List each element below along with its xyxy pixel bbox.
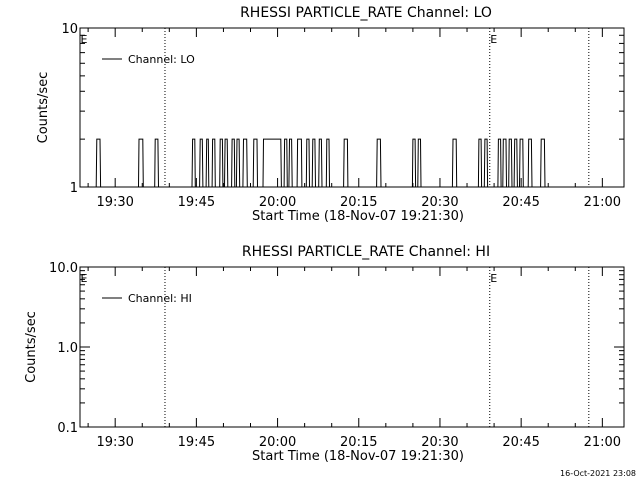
x-tick-label: 19:30 [96,195,133,210]
legend-entry: Channel: HI [128,292,192,305]
y-axis-label: Counts/sec [36,72,51,144]
legend-entry: Channel: LO [128,53,195,66]
x-tick-label: 19:45 [178,195,215,210]
footer-timestamp: 16-Oct-2021 23:08 [560,469,636,478]
x-tick-label: 20:15 [340,435,377,450]
legend: Channel: LO [102,53,195,66]
y-tick-label: 1.0 [57,341,78,356]
x-tick-label: 20:00 [259,195,296,210]
chart-panel-1: RHESSI PARTICLE_RATE Channel: LO E E 19:30 1… [36,5,625,224]
event-marker-label: E [490,272,497,285]
event-marker-label: E [81,272,88,285]
x-tick-label: 19:45 [178,435,215,450]
series-line-segment [80,138,162,188]
x-tick-label: 20:30 [421,435,458,450]
event-marker-label: E [81,33,88,46]
x-tick-label: 20:45 [502,195,539,210]
x-tick-label: 20:15 [340,195,377,210]
x-tick-label: 20:45 [502,435,539,450]
event-marker-label: E [490,33,497,46]
x-axis-label: Start Time (18-Nov-07 19:21:30) [252,449,464,464]
series-line-segment [169,138,489,188]
chart-title: RHESSI PARTICLE_RATE Channel: HI [242,244,490,260]
chart-panel-2: RHESSI PARTICLE_RATE Channel: HIE E19:30 1… [24,244,625,464]
y-tick-label: 1 [70,181,78,196]
x-tick-label: 21:00 [584,435,621,450]
x-tick-label: 19:30 [96,435,133,450]
chart-title: RHESSI PARTICLE_RATE Channel: LO [240,5,492,21]
chart-panels: RHESSI PARTICLE_RATE Channel: LO E E 19:30 1… [24,5,625,464]
series-line-segment [495,138,582,188]
y-tick-label: 0.1 [57,421,78,436]
legend: Channel: HI [102,292,192,305]
x-tick-label: 21:00 [584,195,621,210]
y-axis-label: Counts/sec [24,311,39,383]
x-tick-label: 20:30 [421,195,458,210]
y-tick-label: 10.0 [49,261,78,276]
y-tick-label: 10 [61,22,78,37]
x-axis-label: Start Time (18-Nov-07 19:21:30) [252,209,464,224]
x-tick-label: 20:00 [259,435,296,450]
